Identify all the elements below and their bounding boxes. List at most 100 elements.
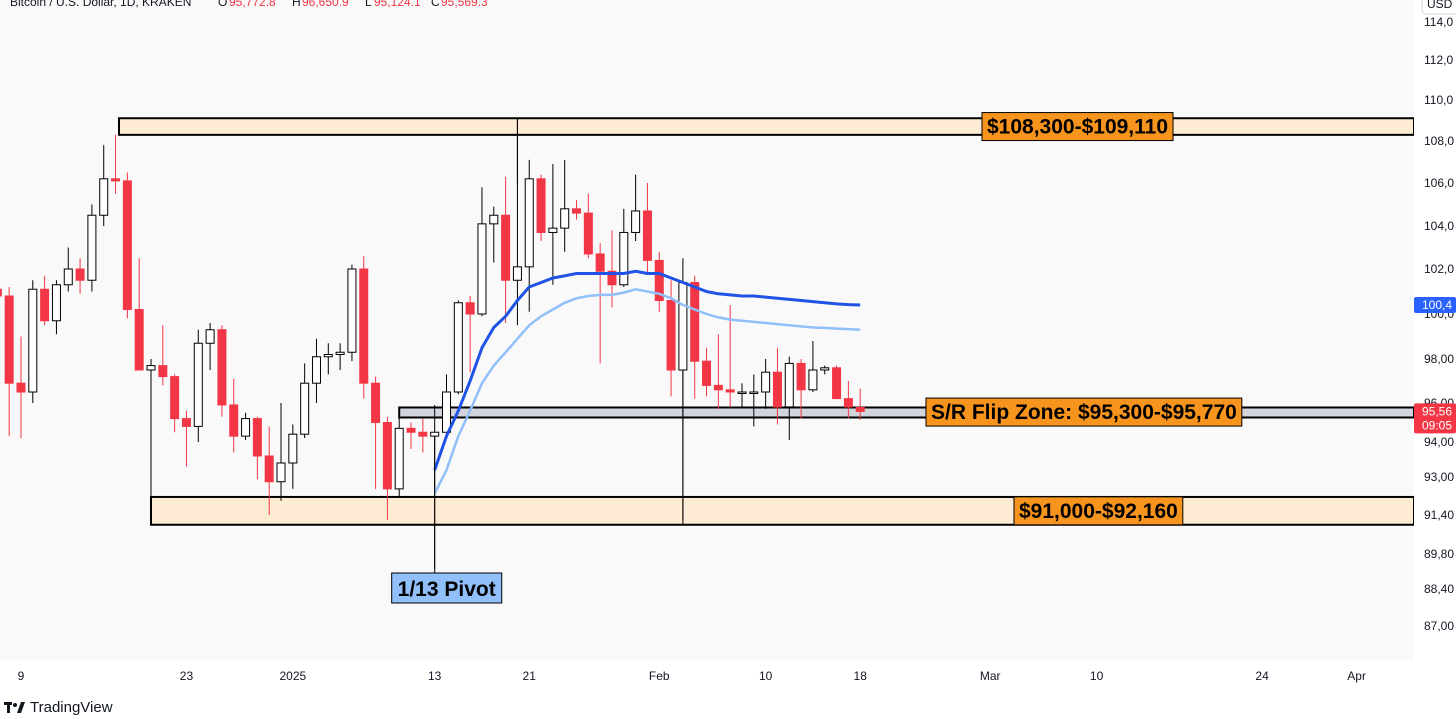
zone-label-box-1 (925, 397, 1243, 427)
candle-body-60 (678, 282, 688, 371)
candle-body-7 (51, 284, 61, 322)
zone-label-box-2 (1013, 496, 1184, 526)
y-tick-4: 106,0 (1424, 176, 1454, 190)
candle-body-42 (465, 302, 475, 315)
y-tick-2: 110,0 (1424, 93, 1453, 107)
pivot-label-text: 1/13 Pivot (398, 578, 496, 601)
y-tick-8: 98,00 (1424, 352, 1454, 366)
candle-body-61 (690, 282, 700, 362)
tradingview-brand[interactable]: TradingView (4, 699, 113, 716)
candle-body-17 (170, 376, 180, 420)
zone-label-1: S/R Flip Zone: $95,300-$95,770 (925, 397, 1243, 427)
candle-body-49 (548, 227, 558, 233)
y-tick-13: 89,80 (1424, 547, 1454, 561)
y-tick-5: 104,0 (1424, 219, 1454, 233)
y-tick-1: 112,0 (1424, 53, 1453, 67)
x-tick-2: 2025 (279, 669, 306, 683)
candle-body-28 (300, 382, 310, 435)
candle-body-73 (832, 367, 842, 400)
candle-body-32 (347, 268, 357, 353)
candle-body-35 (382, 422, 392, 490)
candle-body-68 (772, 371, 782, 408)
candle-body-34 (371, 382, 381, 424)
candle-body-33 (359, 268, 369, 384)
candle-body-22 (229, 404, 239, 437)
pivot-label-box (391, 572, 503, 604)
candle-body-53 (595, 253, 605, 272)
candle-body-37 (406, 427, 416, 433)
zone-label-0: $108,300-$109,110 (981, 112, 1174, 142)
currency-button[interactable]: USD (1421, 0, 1456, 15)
ohlc-header: Bitcoin / U.S. Dollar, 1D, KRAKEN O 95,7… (10, 0, 488, 9)
candle-body-40 (442, 391, 451, 433)
price-tag-box-1 (1414, 403, 1456, 434)
y-tick-11: 93,00 (1424, 470, 1454, 484)
ema-line-1 (433, 288, 861, 495)
candle-body-6 (40, 288, 50, 322)
price-axis[interactable] (1414, 0, 1456, 690)
candle-body-38 (418, 431, 428, 437)
footer: TradingView (0, 690, 1456, 719)
close-value: 95,569.3 (441, 0, 488, 9)
candle-body-39 (430, 431, 440, 437)
currency-label: USD (1427, 0, 1453, 11)
candle-body-59 (666, 300, 676, 371)
price-tag-text-0: 100,4 (1422, 298, 1452, 312)
symbol-title: Bitcoin / U.S. Dollar, 1D, KRAKEN (10, 0, 191, 9)
candle-body-30 (323, 354, 333, 358)
candle-body-63 (713, 384, 723, 391)
x-tick-0: 9 (18, 669, 25, 683)
candle-body-27 (288, 433, 298, 464)
candle-body-14 (134, 309, 144, 371)
candle-body-64 (725, 389, 735, 393)
low-label: L (365, 0, 372, 9)
price-tag-text-1: 95,56 (1422, 404, 1452, 418)
candle-body-15 (146, 365, 156, 371)
price-tag-subtext-1: 09:05 (1422, 418, 1452, 432)
candle-body-70 (796, 362, 806, 391)
time-axis-ticks: 9 23 2025 13 21 Feb 10 18 Mar 10 24 Apr (18, 669, 1366, 683)
candle-body-55 (619, 231, 629, 286)
zone-rect-2 (150, 495, 1415, 526)
candle-body-69 (784, 362, 794, 408)
x-tick-5: Feb (649, 669, 670, 683)
y-tick-14: 88,40 (1424, 582, 1454, 596)
close-label: C (431, 0, 440, 9)
candle-body-20 (205, 329, 215, 344)
candle-body-57 (642, 210, 652, 261)
candle-body-47 (524, 178, 534, 268)
candle-body-13 (122, 180, 132, 310)
candle-body-50 (560, 208, 570, 229)
price-chart[interactable]: $108,300-$109,110 S/R Flip Zone: $95,300-… (0, 0, 1456, 690)
candle-body-24 (252, 418, 262, 457)
candle-body-62 (702, 360, 712, 386)
ema-line-0 (433, 269, 861, 471)
candle-body-48 (536, 178, 546, 233)
y-tick-6: 102,0 (1424, 262, 1454, 276)
candle-body-51 (572, 208, 582, 214)
candle-body-71 (808, 369, 818, 391)
candle-body-3 (4, 295, 14, 384)
x-tick-6: 10 (759, 669, 773, 683)
candle-body-36 (394, 427, 404, 490)
candle-body-8 (63, 268, 73, 286)
zone-labels-layer: $108,300-$109,110 S/R Flip Zone: $95,300-… (925, 112, 1243, 526)
y-tick-10: 94,00 (1424, 435, 1454, 449)
candle-body-19 (193, 342, 203, 427)
chart-background (0, 0, 1414, 660)
candle-body-18 (181, 418, 191, 427)
zone-rect-1 (398, 406, 1416, 419)
time-axis[interactable] (0, 660, 1414, 690)
candle-body-65 (737, 391, 747, 394)
x-tick-3: 13 (428, 669, 442, 683)
zone-label-text-2: $91,000-$92,160 (1019, 500, 1178, 523)
price-tag-box-0 (1414, 297, 1456, 313)
candle-body-26 (276, 462, 286, 483)
candle-body-25 (264, 455, 274, 483)
zone-label-box-0 (981, 112, 1174, 142)
x-tick-7: 18 (854, 669, 868, 683)
candle-body-56 (631, 210, 641, 233)
y-tick-3: 108,0 (1424, 134, 1454, 148)
candle-body-31 (335, 351, 345, 355)
